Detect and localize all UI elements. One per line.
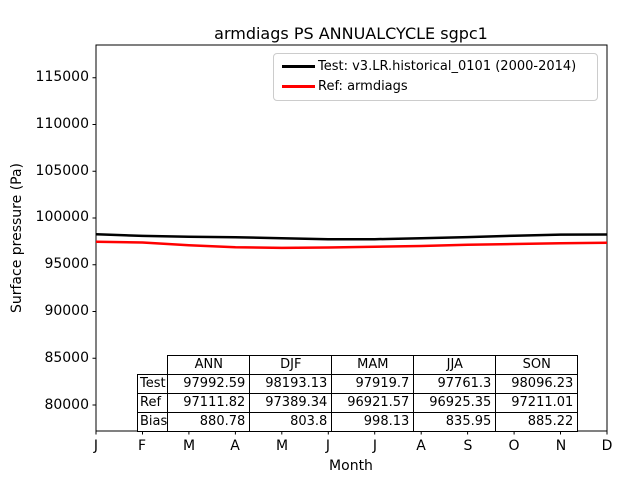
y-axis-tick-label: 95000 (44, 256, 89, 272)
x-axis-tick-label: F (137, 438, 147, 454)
table-corner-empty (138, 356, 168, 375)
legend-label-test: Test: v3.LR.historical_0101 (2000-2014) (318, 59, 577, 74)
table-header-cell: ANN (167, 355, 251, 375)
x-axis-tick-label: D (601, 438, 613, 454)
table-value-cell: 96925.35 (413, 393, 497, 413)
table-value-cell: 96921.57 (331, 393, 415, 413)
table-value-cell: 97992.59 (167, 374, 251, 394)
x-axis-tick-label: S (463, 438, 473, 454)
y-axis-tick-label: 100000 (35, 209, 89, 225)
chart-title: armdiags PS ANNUALCYCLE sgpc1 (214, 24, 488, 43)
x-axis-tick-label: M (182, 438, 196, 454)
table-header-cell: DJF (249, 355, 333, 375)
table-value-cell: 98096.23 (495, 374, 579, 394)
x-axis-tick-label: J (325, 438, 331, 454)
table-header-cell: JJA (413, 355, 497, 375)
x-axis-tick-label: A (416, 438, 426, 454)
table-row: Bias 880.78 803.8 998.13 835.95 885.22 (136, 412, 579, 432)
x-axis-tick-label: M (275, 438, 289, 454)
y-axis-tick-label: 90000 (44, 303, 89, 319)
y-axis-tick-label: 110000 (35, 116, 89, 132)
series-line-ref (95, 240, 608, 250)
legend-line-test (282, 65, 315, 68)
table-value-cell: 98193.13 (249, 374, 333, 394)
table-value-cell: 835.95 (413, 412, 497, 432)
tick-marks (92, 77, 608, 435)
x-axis-tick-label: N (555, 438, 567, 454)
table-value-cell: 97919.7 (331, 374, 415, 394)
series-line-test (95, 232, 608, 241)
table-row-label: Bias (136, 412, 169, 432)
table-value-cell: 998.13 (331, 412, 415, 432)
y-axis-tick-label: 105000 (35, 163, 89, 179)
x-axis-tick-label: J (372, 438, 378, 454)
legend-label-ref: Ref: armdiags (318, 79, 408, 94)
table-header-cell: SON (495, 355, 579, 375)
x-axis-tick-label: A (230, 438, 240, 454)
x-axis-tick-label: J (93, 438, 99, 454)
table-value-cell: 97111.82 (167, 393, 251, 413)
table-row: Ref 97111.82 97389.34 96921.57 96925.35 97211… (136, 393, 579, 413)
y-axis-tick-label: 115000 (35, 69, 89, 85)
table-value-cell: 97389.34 (249, 393, 333, 413)
x-axis-tick-label: O (508, 438, 520, 454)
table-value-cell: 97761.3 (413, 374, 497, 394)
table-row-label: Test (136, 374, 169, 394)
y-axis-tick-label: 85000 (44, 350, 89, 366)
table-row: Test 97992.59 98193.13 97919.7 97761.3 98096.… (136, 374, 579, 394)
legend: Test: v3.LR.historical_0101 (2000-2014) … (273, 53, 598, 101)
table-row-label: Ref (136, 393, 169, 413)
table-header-cell: MAM (331, 355, 415, 375)
table-value-cell: 97211.01 (495, 393, 579, 413)
table-value-cell: 885.22 (495, 412, 579, 432)
stats-table: ANN DJF MAM JJA SON Test 97992.59 98193.13 97919… (136, 355, 579, 432)
table-value-cell: 803.8 (249, 412, 333, 432)
legend-line-ref (282, 85, 315, 88)
x-axis-label: Month (329, 458, 373, 474)
y-axis-tick-label: 80000 (44, 397, 89, 413)
table-value-cell: 880.78 (167, 412, 251, 432)
